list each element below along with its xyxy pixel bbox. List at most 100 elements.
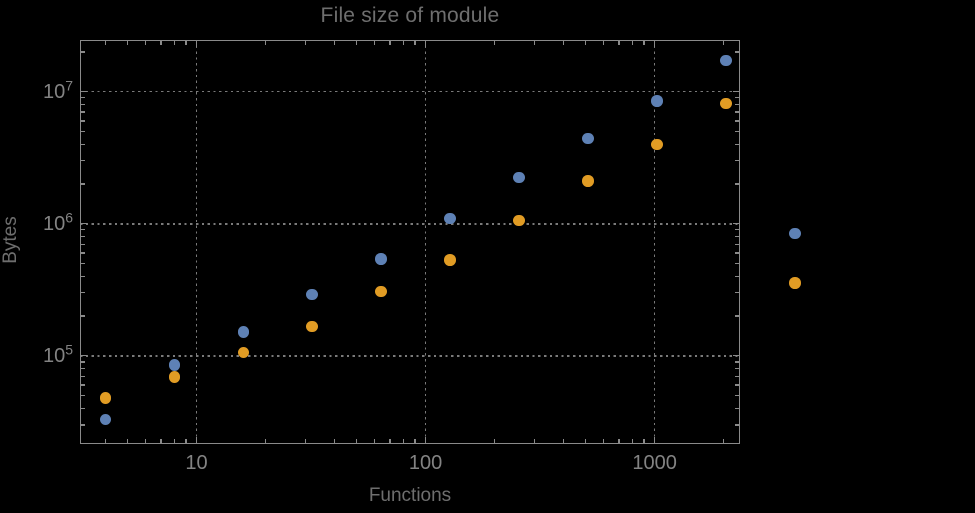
- x-tick: [195, 41, 198, 48]
- data-point-blue-4096: [789, 227, 801, 240]
- y-tick: [81, 130, 85, 133]
- data-point-blue-1024: [651, 95, 663, 107]
- x-tick: [631, 41, 634, 45]
- y-tick-label: 105: [42, 341, 73, 367]
- data-point-blue-128: [444, 212, 456, 224]
- y-tick: [81, 315, 85, 317]
- y-tick: [81, 183, 85, 185]
- y-tick: [735, 375, 739, 377]
- x-tick: [562, 41, 565, 45]
- y-tick: [735, 407, 739, 410]
- y-tick: [735, 183, 739, 185]
- grid-line-horizontal: [80, 222, 740, 225]
- y-tick: [81, 90, 88, 93]
- y-tick: [81, 160, 85, 162]
- x-tick: [534, 41, 536, 45]
- y-tick: [735, 120, 739, 122]
- x-tick: [534, 439, 536, 443]
- y-tick: [81, 143, 85, 145]
- x-tick: [264, 41, 267, 45]
- x-tick-label: 10: [185, 452, 208, 474]
- y-tick: [735, 160, 739, 162]
- y-tick: [735, 235, 739, 238]
- data-point-blue-16: [237, 326, 249, 338]
- y-tick: [735, 292, 739, 294]
- x-tick: [389, 439, 391, 443]
- data-point-orange-8: [168, 371, 181, 383]
- data-point-blue-64: [375, 253, 387, 265]
- x-tick: [653, 436, 656, 443]
- y-tick: [735, 252, 739, 254]
- x-tick: [104, 41, 106, 45]
- x-tick: [414, 41, 416, 45]
- y-tick: [81, 355, 88, 357]
- x-tick: [722, 439, 725, 443]
- x-tick: [104, 439, 106, 443]
- x-tick: [643, 41, 645, 45]
- y-tick: [735, 97, 739, 99]
- data-point-blue-2048: [720, 54, 732, 67]
- data-point-blue-32: [306, 288, 318, 301]
- x-tick: [305, 41, 307, 45]
- y-tick: [81, 375, 85, 377]
- y-tick: [81, 394, 85, 397]
- y-tick: [735, 143, 739, 145]
- y-tick: [81, 243, 85, 245]
- y-tick-label: 107: [42, 76, 73, 103]
- data-point-orange-16: [237, 346, 249, 359]
- x-tick: [653, 41, 656, 48]
- x-tick: [584, 41, 587, 45]
- x-tick: [160, 41, 162, 45]
- y-tick: [81, 384, 85, 386]
- data-point-blue-4: [99, 413, 112, 426]
- y-tick: [81, 361, 85, 363]
- x-tick: [584, 439, 587, 443]
- y-tick: [81, 252, 85, 254]
- grid-line-vertical: [653, 40, 656, 444]
- x-tick-label: 100: [408, 452, 443, 474]
- y-tick: [735, 315, 739, 317]
- y-tick: [735, 111, 739, 113]
- x-tick: [126, 41, 129, 45]
- x-tick: [414, 439, 416, 443]
- x-tick: [603, 41, 605, 45]
- data-point-blue-256: [513, 171, 525, 184]
- x-tick: [264, 439, 267, 443]
- y-tick: [81, 275, 85, 277]
- y-tick: [81, 103, 85, 106]
- data-point-orange-64: [375, 285, 387, 298]
- x-tick: [145, 41, 147, 45]
- x-tick: [402, 439, 404, 443]
- y-tick: [735, 262, 739, 265]
- y-tick: [735, 229, 739, 231]
- y-tick: [81, 229, 85, 231]
- x-tick: [185, 439, 187, 443]
- y-tick: [732, 90, 739, 93]
- y-tick: [735, 424, 739, 426]
- x-tick: [333, 41, 336, 45]
- y-tick-label: 106: [42, 209, 73, 235]
- x-tick: [493, 439, 496, 443]
- grid-line-vertical: [424, 40, 427, 444]
- x-tick: [355, 439, 358, 443]
- grid-line-horizontal: [80, 90, 740, 93]
- x-tick: [603, 439, 605, 443]
- y-tick: [81, 51, 85, 53]
- chart-title: File size of module: [320, 4, 500, 27]
- x-tick: [333, 439, 336, 443]
- x-tick-label: 1000: [632, 452, 677, 474]
- y-tick: [735, 361, 739, 363]
- x-tick: [195, 436, 198, 443]
- data-point-orange-32: [306, 320, 318, 333]
- data-point-orange-4: [99, 392, 112, 404]
- y-tick: [81, 292, 85, 294]
- x-tick: [145, 439, 147, 443]
- x-tick: [355, 41, 358, 45]
- x-tick: [389, 41, 391, 45]
- y-tick: [732, 355, 739, 357]
- y-tick: [81, 223, 88, 225]
- data-point-orange-2048: [720, 97, 732, 110]
- x-tick: [374, 439, 376, 443]
- grid-line-vertical: [195, 40, 198, 444]
- y-tick: [735, 275, 739, 277]
